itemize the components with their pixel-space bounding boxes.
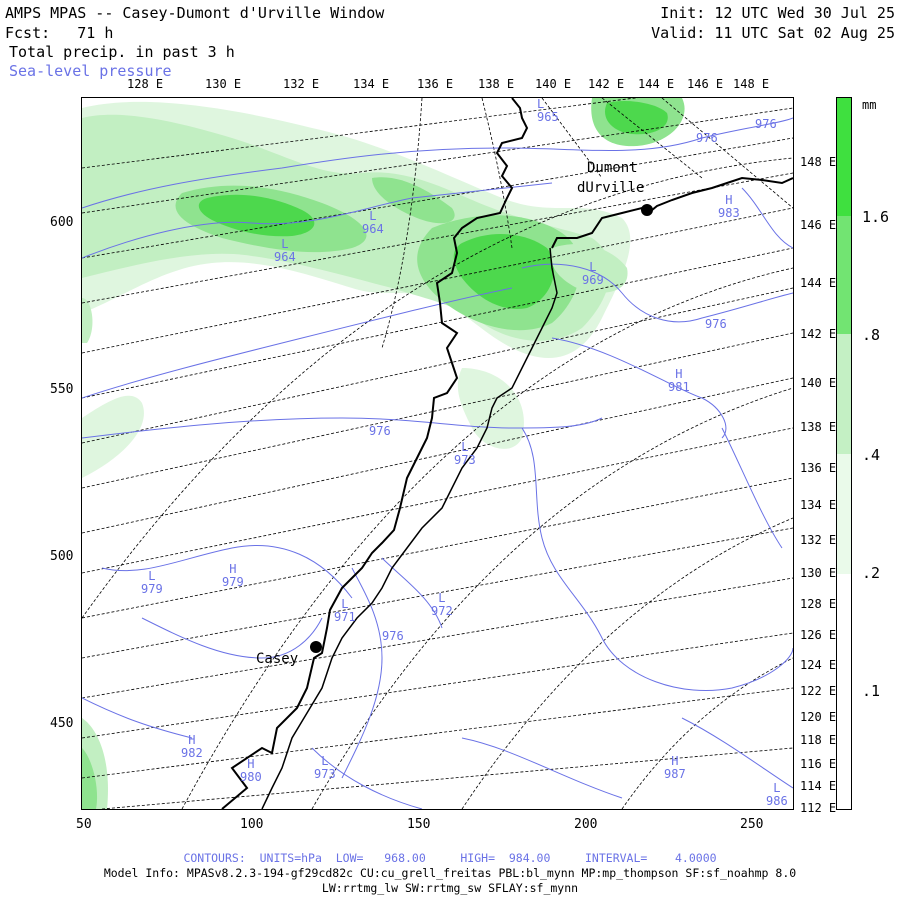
init-time: Init: 12 UTC Wed 30 Jul 25 <box>660 4 895 22</box>
contour-info: CONTOURS: UNITS=hPa LOW= 968.00 HIGH= 98… <box>183 851 717 865</box>
pressure-label: L 973 <box>314 754 336 781</box>
x-tick-label: 100 <box>240 817 264 832</box>
pressure-label: L 973 <box>454 440 476 467</box>
right-lon-label: 132 E <box>800 533 837 547</box>
top-lon-label: 128 E <box>127 77 164 91</box>
top-lon-label: 130 E <box>205 77 242 91</box>
pressure-label: H 979 <box>222 562 244 589</box>
top-lon-label: 140 E <box>535 77 572 91</box>
pressure-label: 976 <box>382 629 404 643</box>
y-tick-label: 450 <box>50 716 74 731</box>
right-lon-label: 140 E <box>800 376 837 390</box>
station-marker-casey <box>310 641 322 653</box>
pressure-label: L 969 <box>582 260 604 287</box>
pressure-label: L 964 <box>274 237 296 264</box>
station-marker-dumont <box>641 204 653 216</box>
pressure-label: H 980 <box>240 757 262 784</box>
right-lon-label: 148 E <box>800 155 837 169</box>
forecast-hour: Fcst: 71 h <box>5 24 114 42</box>
model-info-2: LW:rrtmg_lw SW:rrtmg_sw SFLAY:sf_mynn <box>321 881 579 895</box>
model-info: Model Info: MPASv8.2.3-194-gf29cd82c CU:… <box>103 866 797 880</box>
coastline <box>221 98 529 809</box>
colorbar-swatch <box>837 454 851 574</box>
top-lon-label: 138 E <box>478 77 515 91</box>
station-label-dumont-line1: Dumont <box>587 160 638 176</box>
colorbar-level: .2 <box>862 564 881 582</box>
top-lon-label: 148 E <box>733 77 770 91</box>
pressure-label: H 987 <box>664 754 686 781</box>
top-lon-label: 142 E <box>588 77 625 91</box>
x-tick-label: 200 <box>574 817 598 832</box>
colorbar <box>836 97 852 810</box>
colorbar-level: .1 <box>862 682 881 700</box>
pressure-label: 976 <box>369 424 391 438</box>
pressure-label: H 983 <box>718 193 740 220</box>
coastline-ice-front <box>551 176 793 249</box>
field-name: Total precip. in past 3 h <box>9 43 235 61</box>
y-tick-label: 550 <box>50 382 74 397</box>
graticule <box>82 98 793 809</box>
pressure-label: H 981 <box>668 367 690 394</box>
pressure-label: 976 <box>705 317 727 331</box>
top-lon-label: 136 E <box>417 77 454 91</box>
right-lon-label: 120 E <box>800 710 837 724</box>
right-lon-label: 146 E <box>800 218 837 232</box>
pressure-label: L 972 <box>431 591 453 618</box>
colorbar-level: .4 <box>862 446 881 464</box>
map-title: AMPS MPAS -- Casey-Dumont d'Urville Wind… <box>5 4 385 22</box>
colorbar-swatch <box>837 98 851 216</box>
right-lon-label: 138 E <box>800 420 837 434</box>
isobars <box>82 117 793 809</box>
colorbar-unit: mm <box>862 98 877 112</box>
pressure-label: L 965 <box>537 97 559 124</box>
top-lon-label: 146 E <box>687 77 724 91</box>
y-tick-label: 600 <box>50 215 74 230</box>
pressure-label: L 979 <box>141 569 163 596</box>
right-lon-label: 136 E <box>800 461 837 475</box>
map-canvas <box>82 98 793 809</box>
colorbar-level: 1.6 <box>862 208 890 226</box>
right-lon-label: 126 E <box>800 628 837 642</box>
top-lon-label: 134 E <box>353 77 390 91</box>
top-lon-label: 144 E <box>638 77 675 91</box>
right-lon-label: 128 E <box>800 597 837 611</box>
right-lon-label: 118 E <box>800 733 837 747</box>
right-lon-label: 124 E <box>800 658 837 672</box>
right-lon-label: 134 E <box>800 498 837 512</box>
pressure-label: 976 <box>755 117 777 131</box>
x-tick-label: 250 <box>740 817 764 832</box>
colorbar-swatch <box>837 216 851 334</box>
right-lon-label: 130 E <box>800 566 837 580</box>
right-lon-label: 144 E <box>800 276 837 290</box>
pressure-label: H 982 <box>181 733 203 760</box>
x-tick-label: 150 <box>407 817 431 832</box>
station-label-dumont-line2: dUrville <box>577 180 645 196</box>
colorbar-level: .8 <box>862 326 881 344</box>
right-lon-label: 142 E <box>800 327 837 341</box>
right-lon-label: 116 E <box>800 757 837 771</box>
map-panel: Dumont dUrville Casey L 965 976 976 H 983 … <box>81 97 794 810</box>
right-lon-label: 122 E <box>800 684 837 698</box>
overlay-name: Sea-level pressure <box>9 62 172 80</box>
coastline-inner <box>261 247 558 809</box>
pressure-label: L 971 <box>334 597 356 624</box>
pressure-label: L 986 <box>766 781 788 808</box>
right-lon-label: 112 E <box>800 801 837 815</box>
colorbar-swatch <box>837 334 851 454</box>
colorbar-swatch <box>837 574 851 809</box>
x-tick-label: 50 <box>76 817 92 832</box>
right-lon-label: 114 E <box>800 779 837 793</box>
station-label-casey: Casey <box>256 651 299 667</box>
y-tick-label: 500 <box>50 549 74 564</box>
pressure-label: L 964 <box>362 209 384 236</box>
valid-time: Valid: 11 UTC Sat 02 Aug 25 <box>651 24 895 42</box>
pressure-label: 976 <box>696 131 718 145</box>
top-lon-label: 132 E <box>283 77 320 91</box>
